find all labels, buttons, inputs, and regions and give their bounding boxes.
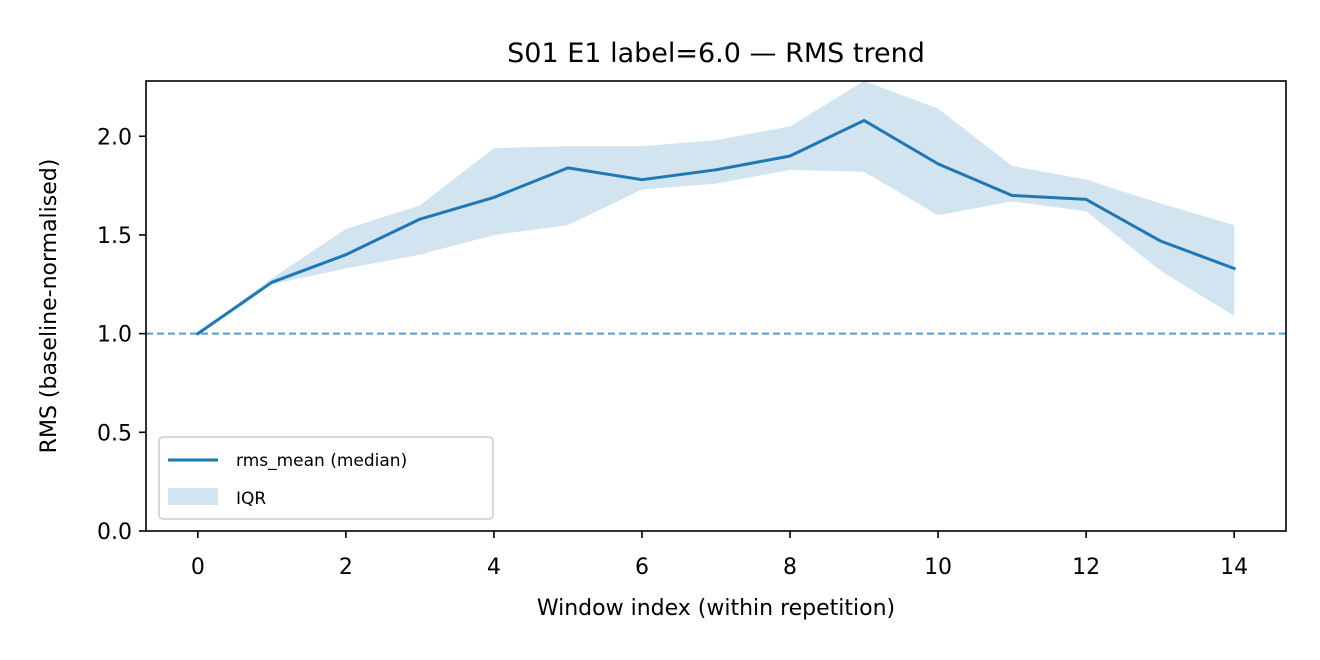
x-axis-title: Window index (within repetition) — [537, 596, 895, 621]
plot-area — [145, 80, 1287, 532]
median-point — [938, 163, 939, 164]
median-point — [641, 179, 642, 180]
x-tick-label: 14 — [1220, 555, 1248, 580]
y-tick-label: 0.5 — [97, 421, 132, 446]
axes-frame — [145, 80, 1287, 532]
median-point — [197, 333, 198, 334]
x-tick-label: 10 — [924, 555, 952, 580]
legend-label-median: rms_mean (median) — [236, 451, 407, 471]
y-tick-label: 1.5 — [97, 224, 132, 249]
y-axis-title: RMS (baseline-normalised) — [37, 159, 62, 454]
x-tick-label: 6 — [635, 555, 649, 580]
x-tick-label: 0 — [191, 555, 205, 580]
chart-title: S01 E1 label=6.0 — RMS trend — [507, 38, 925, 69]
iqr-band — [197, 81, 1235, 334]
median-point — [1012, 195, 1013, 196]
median-point — [790, 156, 791, 157]
legend-frame — [158, 436, 494, 520]
median-point — [493, 197, 494, 198]
y-tick-label: 0.0 — [97, 520, 132, 545]
median-point — [271, 282, 272, 283]
median-point — [1160, 240, 1161, 241]
x-tick-label: 12 — [1072, 555, 1100, 580]
legend-label-iqr: IQR — [236, 489, 266, 509]
legend-band-swatch — [168, 488, 218, 505]
median-point — [716, 169, 717, 170]
median-series-line — [195, 118, 1237, 336]
median-point — [1234, 268, 1235, 269]
median-point — [345, 254, 346, 255]
x-tick-label: 2 — [339, 555, 353, 580]
median-point — [567, 167, 568, 168]
median-point — [864, 120, 865, 121]
median-point — [419, 219, 420, 220]
y-axis-ticks: 0.0 0.5 1.0 1.5 2.0 — [97, 125, 146, 545]
x-tick-label: 8 — [783, 555, 797, 580]
legend: rms_mean (median) IQR — [158, 436, 494, 520]
y-tick-label: 2.0 — [97, 125, 132, 150]
median-point — [1086, 199, 1087, 200]
y-tick-label: 1.0 — [97, 323, 132, 348]
x-tick-label: 4 — [487, 555, 501, 580]
x-axis-ticks: 0 2 4 6 8 10 12 14 — [191, 531, 1248, 580]
